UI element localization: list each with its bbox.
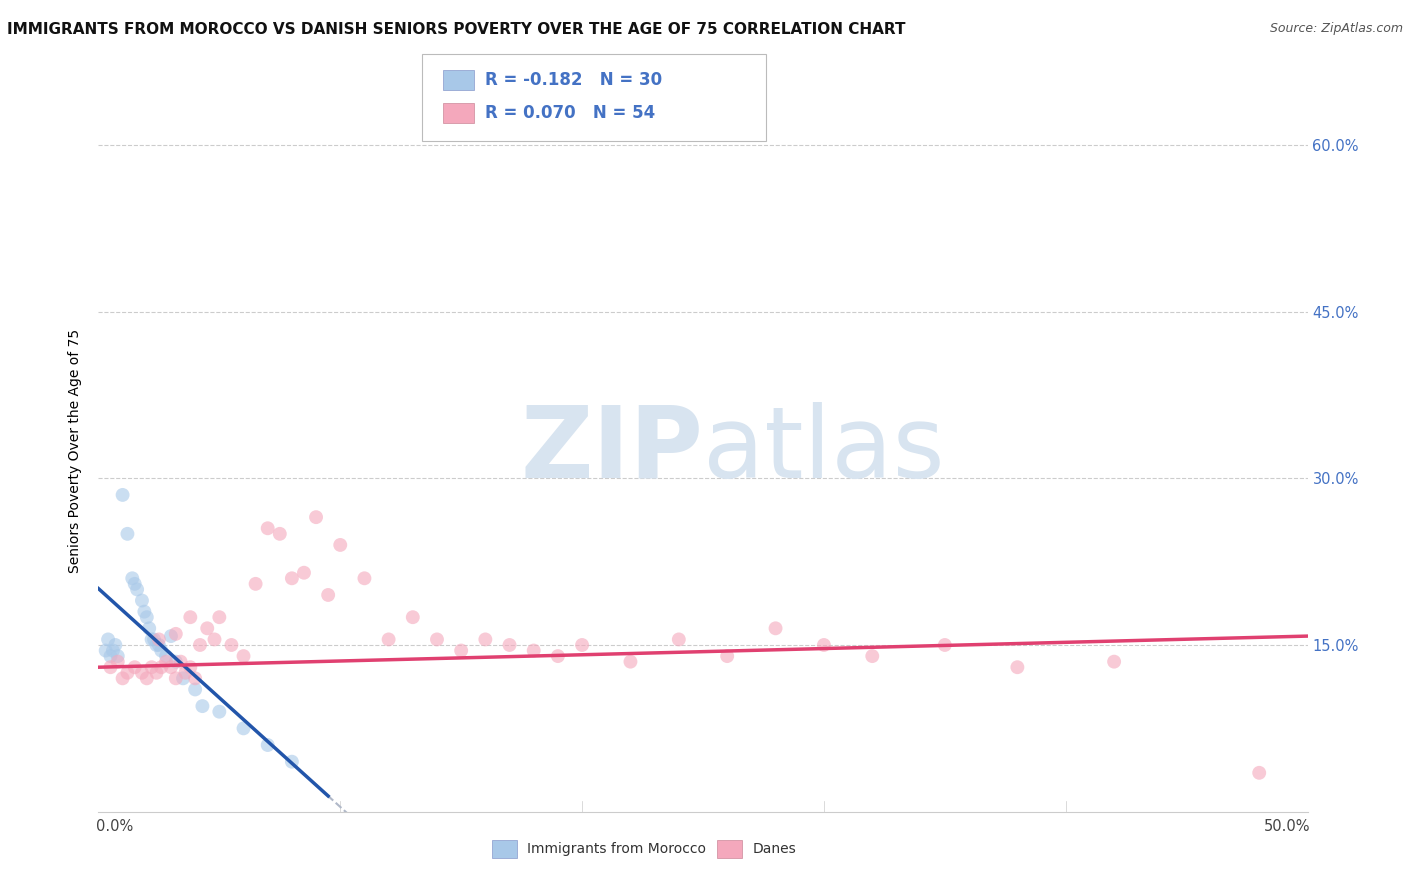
Text: Danes: Danes [752, 842, 796, 856]
Point [860, 649, 883, 664]
Point [131, 593, 153, 607]
Text: atlas: atlas [703, 402, 945, 499]
Point [1007, 660, 1029, 674]
Point [97, 632, 120, 647]
Text: 0.0%: 0.0% [96, 820, 132, 834]
Point [281, 755, 304, 769]
Point [377, 632, 399, 647]
Point [316, 588, 339, 602]
Point [204, 632, 226, 647]
Point [107, 649, 129, 664]
Point [450, 643, 472, 657]
Point [135, 610, 157, 624]
Point [134, 605, 156, 619]
Point [221, 638, 243, 652]
Point [195, 621, 218, 635]
Point [619, 655, 641, 669]
Text: R = -0.182   N = 30: R = -0.182 N = 30 [485, 71, 662, 89]
Point [150, 660, 173, 674]
Point [934, 638, 956, 652]
Point [245, 577, 267, 591]
Text: Source: ZipAtlas.com: Source: ZipAtlas.com [1270, 22, 1403, 36]
Point [179, 610, 201, 624]
Point [100, 649, 122, 664]
Point [111, 488, 134, 502]
Point [160, 660, 183, 674]
Point [208, 705, 231, 719]
Point [174, 665, 197, 680]
Point [191, 699, 214, 714]
Text: Immigrants from Morocco: Immigrants from Morocco [527, 842, 706, 856]
Point [172, 671, 194, 685]
Point [94, 643, 117, 657]
Point [121, 571, 143, 585]
Point [127, 582, 149, 597]
Point [104, 638, 127, 652]
Point [124, 660, 146, 674]
Point [292, 566, 315, 580]
Point [571, 638, 593, 652]
Point [353, 571, 375, 585]
Point [668, 632, 690, 647]
Text: ZIP: ZIP [520, 402, 703, 499]
Point [111, 671, 134, 685]
Point [188, 638, 211, 652]
Point [150, 643, 173, 657]
Point [117, 665, 139, 680]
Point [141, 632, 163, 647]
Point [148, 632, 170, 647]
Text: IMMIGRANTS FROM MOROCCO VS DANISH SENIORS POVERTY OVER THE AGE OF 75 CORRELATION: IMMIGRANTS FROM MOROCCO VS DANISH SENIOR… [7, 22, 905, 37]
Point [813, 638, 835, 652]
Point [1249, 765, 1271, 780]
Text: R = 0.070   N = 54: R = 0.070 N = 54 [485, 104, 655, 122]
Point [165, 655, 187, 669]
Point [145, 665, 167, 680]
Point [256, 738, 278, 752]
Point [232, 722, 254, 736]
Point [329, 538, 352, 552]
Point [169, 655, 191, 669]
Point [232, 649, 254, 664]
Text: 50.0%: 50.0% [1264, 820, 1310, 834]
Point [184, 682, 207, 697]
Point [160, 629, 183, 643]
Point [402, 610, 425, 624]
Point [523, 643, 546, 657]
Point [101, 643, 124, 657]
Point [305, 510, 328, 524]
Point [547, 649, 569, 664]
Point [107, 655, 129, 669]
Point [131, 665, 153, 680]
Point [208, 610, 231, 624]
Point [184, 671, 207, 685]
Point [179, 660, 201, 674]
Point [141, 660, 163, 674]
Point [100, 660, 122, 674]
Point [155, 649, 177, 664]
Y-axis label: Seniors Poverty Over the Age of 75: Seniors Poverty Over the Age of 75 [69, 328, 83, 573]
Point [148, 638, 170, 652]
Point [269, 526, 291, 541]
Point [165, 671, 187, 685]
Point [498, 638, 520, 652]
Point [165, 627, 187, 641]
Point [765, 621, 787, 635]
Point [143, 632, 166, 647]
Point [281, 571, 304, 585]
Point [135, 671, 157, 685]
Point [155, 655, 177, 669]
Point [138, 621, 160, 635]
Point [124, 577, 146, 591]
Point [117, 526, 139, 541]
Point [474, 632, 496, 647]
Point [145, 638, 167, 652]
Point [256, 521, 278, 535]
Point [426, 632, 449, 647]
Point [1102, 655, 1125, 669]
Point [716, 649, 738, 664]
